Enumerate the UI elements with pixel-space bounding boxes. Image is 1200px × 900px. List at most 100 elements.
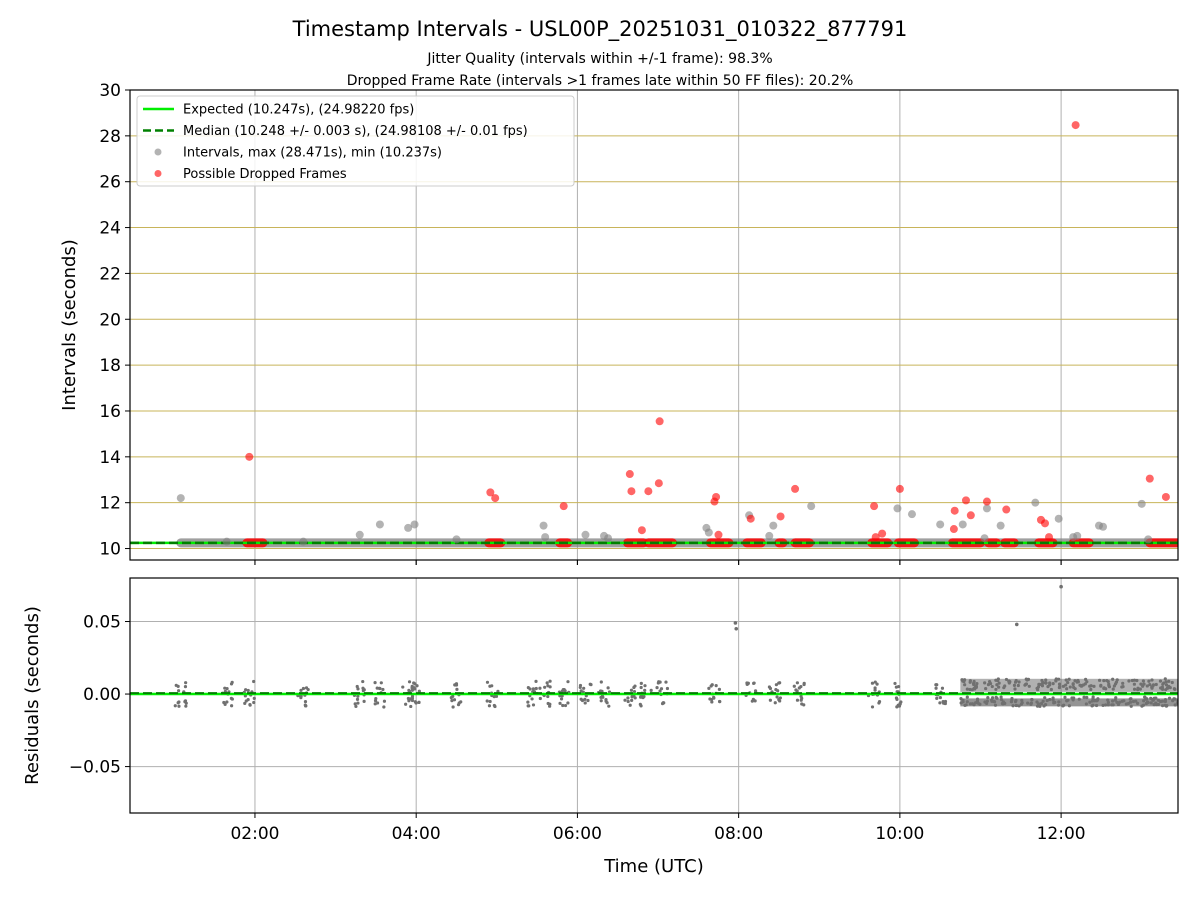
intervals-y-tick-label: 30 [99, 81, 121, 101]
residual-dense-band-lower [960, 698, 1178, 707]
intervals-y-axis-label: Intervals (seconds) [59, 239, 80, 411]
residual-point [354, 704, 358, 709]
residual-point [1165, 704, 1169, 708]
residual-point [1130, 678, 1134, 683]
residual-point [768, 698, 772, 702]
residual-point [1067, 677, 1071, 681]
residual-point [642, 694, 646, 699]
residual-point [1064, 678, 1068, 682]
interval-point [980, 534, 989, 543]
residual-point [1134, 699, 1138, 703]
residual-point [1093, 698, 1097, 703]
residual-point [799, 698, 803, 702]
interval-point [355, 530, 364, 539]
residual-point [626, 696, 630, 700]
residual-point [373, 698, 378, 703]
residual-point [1104, 687, 1108, 691]
residuals-data [130, 584, 1178, 709]
residuals-y-tick-label: 0.00 [83, 685, 121, 705]
residual-point [1026, 701, 1030, 705]
interval-point [1144, 535, 1153, 544]
residual-point [768, 686, 773, 691]
residual-point [1121, 685, 1125, 689]
residual-point [778, 699, 782, 703]
residual-point [1017, 704, 1021, 708]
residual-point [244, 688, 248, 692]
residual-point [459, 700, 463, 704]
residual-point [404, 702, 408, 706]
residual-point [1056, 703, 1061, 707]
residual-point [1149, 701, 1153, 705]
dropped-frame-point [776, 512, 785, 521]
residual-point [490, 684, 494, 688]
residual-point [453, 683, 457, 687]
residual-point [1144, 701, 1148, 706]
residual-point [246, 698, 250, 702]
residual-point [973, 701, 978, 705]
residual-point [1004, 677, 1009, 682]
intervals-y-tick-label: 20 [99, 310, 121, 330]
residual-point [1106, 698, 1110, 702]
residual-point [561, 703, 565, 708]
residual-point [1065, 699, 1069, 703]
residual-point [183, 699, 188, 703]
residual-point [745, 682, 749, 687]
residual-point [1099, 684, 1103, 688]
residual-point [775, 695, 779, 699]
residual-point [994, 678, 998, 682]
residual-point [896, 703, 900, 707]
residual-point [528, 687, 532, 691]
residual-point [870, 705, 875, 709]
interval-point [581, 530, 590, 539]
residual-point [1009, 700, 1014, 704]
residual-point [1026, 677, 1031, 681]
residual-point [252, 696, 256, 700]
x-tick-label: 06:00 [553, 824, 602, 844]
residual-point [412, 687, 416, 691]
residual-point [223, 686, 227, 690]
residual-point [1101, 703, 1105, 707]
residual-point [1043, 703, 1048, 707]
interval-point [375, 520, 384, 529]
residual-point [600, 689, 604, 693]
residual-point [986, 695, 990, 700]
intervals-y-tick-label: 26 [99, 173, 121, 193]
residual-point [752, 681, 756, 685]
intervals-y-tick-label: 12 [99, 494, 121, 514]
residual-point [773, 701, 777, 705]
interval-point [410, 520, 419, 529]
residual-point [934, 686, 938, 690]
dropped-frame-point [712, 492, 721, 501]
interval-point [1099, 522, 1108, 531]
intervals-y-tick-label: 24 [99, 219, 121, 239]
residual-point [451, 705, 455, 709]
residual-point [184, 704, 188, 708]
residual-point [1160, 704, 1165, 708]
residual-point [409, 704, 413, 709]
residual-point [707, 686, 711, 690]
legend-dropped-label: Possible Dropped Frames [183, 167, 347, 182]
residual-point [873, 688, 877, 692]
residual-point [1066, 680, 1070, 685]
residual-point [306, 687, 310, 692]
residual-point [1151, 698, 1155, 702]
figure-subtitle-dropped: Dropped Frame Rate (intervals >1 frames … [347, 73, 854, 89]
residual-point [1024, 682, 1028, 686]
residual-point [802, 682, 806, 687]
residual-point [795, 681, 799, 685]
residual-point [795, 698, 800, 702]
interval-point [704, 528, 713, 537]
residual-point [1170, 680, 1174, 685]
residual-point [1057, 677, 1061, 681]
residual-point [999, 698, 1004, 702]
residual-point [1068, 685, 1072, 689]
residual-point [1129, 704, 1133, 708]
residual-point [1148, 682, 1152, 687]
residual-point [894, 696, 899, 700]
residual-point [632, 689, 637, 694]
residual-point [961, 698, 965, 702]
residual-point [494, 694, 499, 698]
residual-point [1014, 678, 1018, 683]
interval-point [1054, 514, 1063, 523]
residual-point [626, 699, 630, 704]
